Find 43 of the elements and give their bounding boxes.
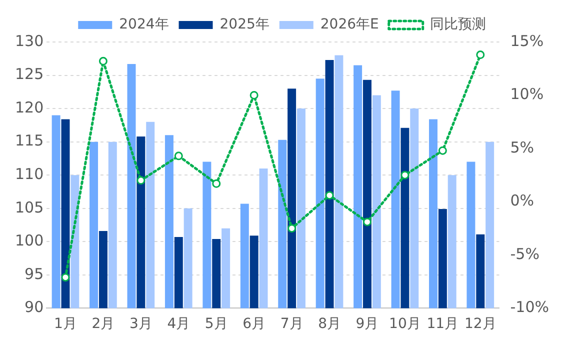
point (325, 191, 334, 200)
x-tick-label: 8月 (318, 316, 341, 332)
legend-label: 2025年 (220, 16, 270, 33)
y2-tick-label: 0% (510, 192, 534, 210)
point (136, 176, 146, 185)
y2-tick-label: -5% (510, 244, 540, 263)
y-tick-label: 110 (14, 164, 44, 183)
y2-tick-label: 15% (510, 32, 544, 50)
point (212, 179, 221, 188)
point (362, 218, 372, 226)
legend-label: 2026年E (320, 16, 379, 33)
point (250, 90, 258, 100)
x-tick-label: 5月 (204, 316, 228, 332)
point (438, 146, 447, 155)
x-tick-label: 11月 (426, 316, 459, 332)
y2-tick-label: -10% (510, 298, 550, 316)
point (174, 152, 183, 160)
x-tick-label: 2月 (92, 316, 115, 332)
x-tick-label: 1月 (54, 316, 77, 332)
y-tick-label: 105 (14, 198, 44, 216)
y-tick-label: 90 (24, 298, 44, 316)
x-tick-label: 6月 (242, 316, 266, 332)
point (61, 273, 70, 282)
y-tick-label: 100 (14, 232, 44, 250)
x-tick-label: 9月 (356, 316, 379, 332)
x-tick-label: 12月 (464, 316, 496, 332)
legend-label: 同比预测 (430, 16, 486, 33)
point (288, 224, 296, 233)
point (400, 170, 410, 180)
x-tick-label: 7月 (280, 316, 304, 332)
y2-tick-label: 10% (510, 85, 544, 104)
legend-label: 2024年 (119, 16, 169, 33)
x-tick-label: 4月 (167, 316, 190, 332)
x-tick-label: 3月 (129, 316, 152, 332)
y2-tick-label: 5% (510, 138, 534, 156)
y-tick-label: 120 (14, 98, 44, 116)
x-tick-label: 10月 (389, 316, 421, 332)
y-tick-label: 115 (14, 132, 44, 150)
y-tick-label: 125 (14, 65, 44, 84)
point (98, 56, 108, 66)
y-tick-label: 130 (14, 32, 44, 50)
y-tick-label: 95 (24, 264, 44, 283)
point (476, 50, 485, 60)
